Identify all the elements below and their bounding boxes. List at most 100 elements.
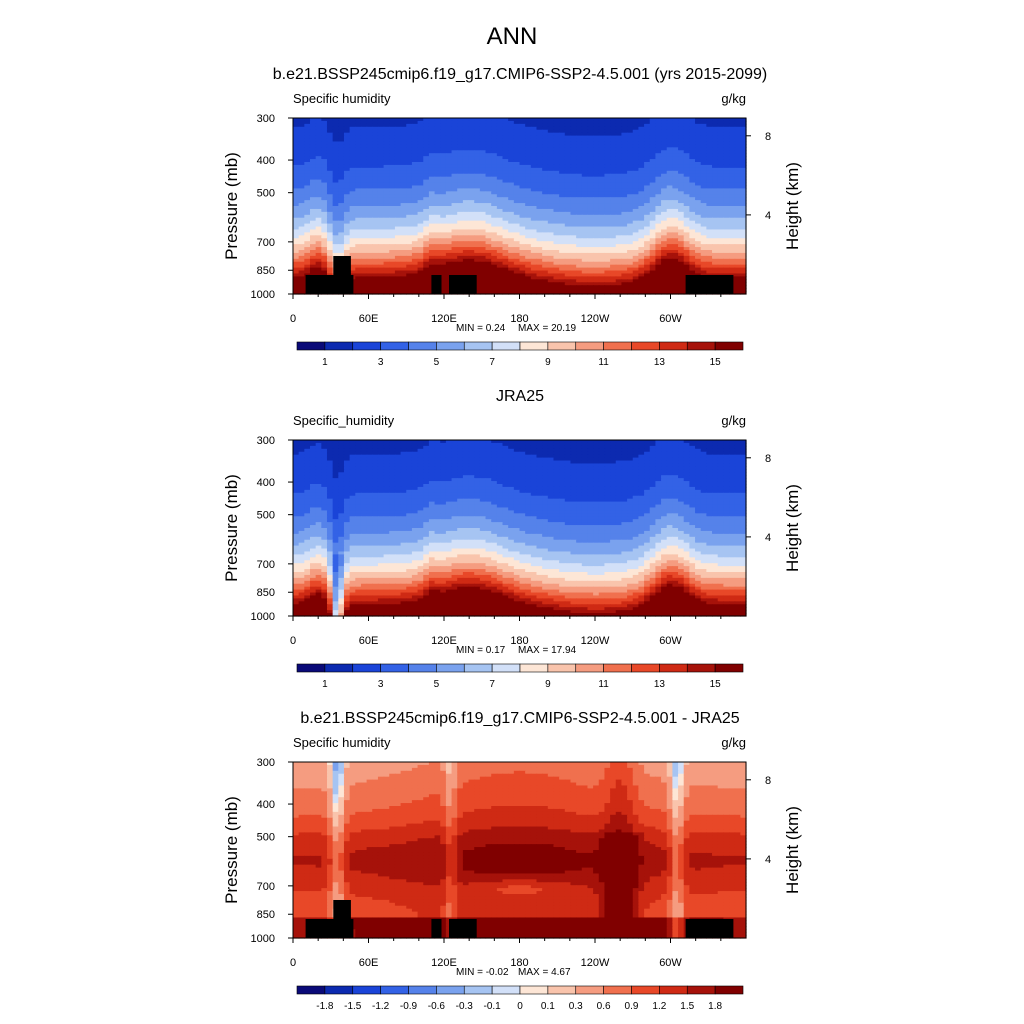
field-cell <box>734 176 741 181</box>
field-cell <box>734 159 741 163</box>
field-cell <box>315 144 322 148</box>
field-cell <box>434 170 441 175</box>
field-cell <box>729 252 736 257</box>
field-cell <box>496 273 504 277</box>
field-cell <box>734 258 741 263</box>
field-cell <box>298 267 305 272</box>
field-cell <box>440 288 447 292</box>
field-cell <box>683 156 690 160</box>
field-cell <box>559 288 566 292</box>
field-cell <box>570 291 577 295</box>
field-cell <box>406 179 413 184</box>
field-cell <box>298 223 305 228</box>
field-cell <box>309 120 317 125</box>
surface-mask <box>685 275 734 294</box>
field-cell <box>343 123 351 128</box>
field-cell <box>417 126 424 131</box>
field-cell <box>734 279 741 283</box>
field-cell <box>383 217 390 222</box>
field-cell <box>638 153 645 157</box>
field-cell <box>689 270 696 275</box>
field-cell <box>315 261 322 266</box>
field-cell <box>491 176 498 181</box>
field-cell <box>355 188 362 192</box>
field-cell <box>621 141 628 145</box>
field-cell <box>695 179 702 184</box>
field-cell <box>740 123 747 128</box>
field-cell <box>593 188 600 192</box>
field-cell <box>729 182 736 187</box>
field-cell <box>604 261 611 266</box>
field-cell <box>389 162 396 166</box>
field-cell <box>672 285 679 289</box>
field-cell <box>332 179 339 184</box>
field-cell <box>553 217 560 222</box>
field-cell <box>491 120 498 125</box>
field-cell <box>372 176 379 181</box>
field-cell <box>360 126 368 131</box>
field-cell <box>576 291 583 295</box>
field-cell <box>593 197 600 201</box>
colorbar-swatch <box>686 341 716 351</box>
field-cell <box>338 442 345 447</box>
field-cell <box>423 217 430 222</box>
field-cell <box>553 153 560 157</box>
field-cell <box>576 182 583 187</box>
field-cell <box>372 226 379 231</box>
field-cell <box>712 153 719 157</box>
field-cell <box>723 270 730 275</box>
field-cell <box>581 282 589 286</box>
field-cell <box>644 141 651 145</box>
field-cell <box>468 182 475 187</box>
field-cell <box>445 156 453 160</box>
field-cell <box>672 270 679 275</box>
field-cell <box>502 232 509 236</box>
field-cell <box>519 241 526 245</box>
field-cell <box>576 170 583 175</box>
field-cell <box>485 132 492 137</box>
field-cell <box>717 159 724 163</box>
field-cell <box>712 150 719 154</box>
field-cell <box>570 182 577 187</box>
field-cell <box>530 129 538 134</box>
field-cell <box>593 191 600 195</box>
field-cell <box>621 241 628 245</box>
field-cell <box>298 232 305 236</box>
field-cell <box>338 138 345 143</box>
field-cell <box>570 188 577 192</box>
field-cell <box>689 238 696 242</box>
field-cell <box>366 191 373 195</box>
field-cell <box>468 197 475 201</box>
field-cell <box>332 126 339 131</box>
field-cell <box>451 185 458 189</box>
field-cell <box>661 176 668 181</box>
field-cell <box>678 223 685 228</box>
field-cell <box>360 162 368 166</box>
field-cell <box>349 123 356 128</box>
field-cell <box>723 173 730 178</box>
field-cell <box>723 194 730 198</box>
field-cell <box>400 261 407 266</box>
field-cell <box>553 188 560 192</box>
field-cell <box>706 126 713 131</box>
field-cell <box>593 223 600 228</box>
field-cell <box>559 220 566 225</box>
field-cell <box>332 238 339 242</box>
field-cell <box>332 232 339 236</box>
field-cell <box>678 247 685 251</box>
field-cell <box>598 235 606 239</box>
field-cell <box>298 208 305 213</box>
field-cell <box>723 241 730 245</box>
field-cell <box>587 211 594 216</box>
field-cell <box>355 135 362 140</box>
field-cell <box>649 194 656 198</box>
field-cell <box>383 203 390 207</box>
field-cell <box>440 141 447 145</box>
field-cell <box>570 235 577 239</box>
field-cell <box>366 162 373 166</box>
field-cell <box>496 126 504 131</box>
field-cell <box>394 244 402 248</box>
field-cell <box>723 250 730 254</box>
field-cell <box>298 288 305 292</box>
field-cell <box>530 261 538 266</box>
